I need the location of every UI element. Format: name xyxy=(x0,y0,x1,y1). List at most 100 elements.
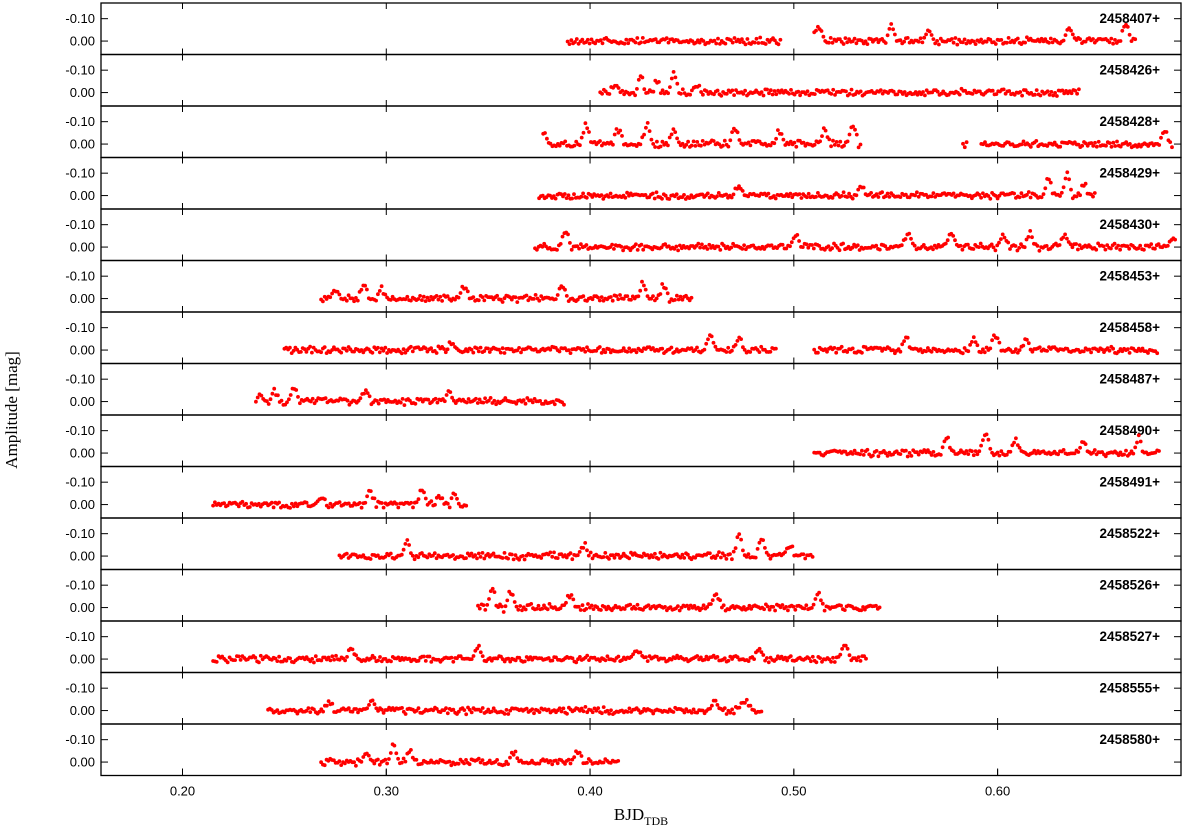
data-point xyxy=(1061,185,1066,190)
data-point xyxy=(718,248,723,252)
data-point xyxy=(1096,349,1101,353)
data-point xyxy=(477,643,481,648)
data-point xyxy=(240,499,245,504)
data-point xyxy=(498,350,503,355)
data-point xyxy=(1083,442,1088,446)
data-point xyxy=(359,505,364,510)
data-point xyxy=(410,553,415,558)
y-tick-label: -0.10 xyxy=(65,166,95,181)
data-point xyxy=(258,653,263,658)
data-point xyxy=(854,41,859,46)
data-point xyxy=(654,190,659,195)
data-point xyxy=(735,130,740,135)
data-point xyxy=(578,655,582,659)
data-point xyxy=(957,92,962,97)
data-point xyxy=(581,191,585,196)
data-point xyxy=(285,400,289,405)
data-point xyxy=(689,346,694,351)
data-point xyxy=(501,610,506,614)
data-point xyxy=(663,193,668,198)
data-point xyxy=(510,593,515,597)
data-point xyxy=(929,453,934,457)
data-point xyxy=(357,501,362,505)
data-point xyxy=(724,91,729,96)
data-point xyxy=(865,447,870,452)
y-tick-label: 0.00 xyxy=(70,755,95,770)
data-point xyxy=(1033,92,1037,97)
data-point xyxy=(905,454,910,459)
data-point xyxy=(1125,347,1130,352)
data-point xyxy=(1173,237,1177,242)
data-point xyxy=(603,658,608,663)
data-point xyxy=(1107,141,1112,146)
data-point xyxy=(585,548,589,553)
data-point xyxy=(635,87,639,91)
data-point xyxy=(929,194,934,199)
data-point xyxy=(856,655,861,659)
data-point xyxy=(259,393,264,398)
data-point xyxy=(1012,440,1016,445)
data-point xyxy=(257,660,261,665)
data-point xyxy=(370,350,375,355)
data-point xyxy=(700,708,705,713)
data-point xyxy=(961,141,965,146)
data-point xyxy=(844,89,848,94)
data-point xyxy=(367,703,371,707)
data-point xyxy=(1068,242,1073,247)
data-point xyxy=(517,655,522,660)
data-point xyxy=(784,605,788,609)
data-point xyxy=(1111,140,1116,145)
data-point xyxy=(1112,241,1117,246)
data-point xyxy=(765,87,769,92)
y-tick-label: -0.10 xyxy=(65,11,95,26)
data-point xyxy=(639,242,644,247)
data-point xyxy=(786,608,790,613)
data-point xyxy=(576,604,581,609)
data-point xyxy=(699,143,703,148)
data-point xyxy=(435,400,440,405)
data-point xyxy=(698,245,702,250)
data-point xyxy=(752,40,757,45)
data-point xyxy=(564,600,568,605)
data-point xyxy=(874,192,879,197)
data-point xyxy=(618,128,623,133)
data-point xyxy=(376,658,380,663)
data-point xyxy=(600,91,604,96)
data-point xyxy=(655,654,659,659)
panel-date-label: 2458429+ xyxy=(1100,166,1161,181)
data-point xyxy=(480,295,485,299)
data-point xyxy=(649,137,654,142)
data-point xyxy=(676,297,681,302)
data-point xyxy=(988,196,993,201)
data-point xyxy=(535,247,539,252)
data-point xyxy=(784,246,789,251)
data-point xyxy=(842,608,847,612)
data-point xyxy=(863,39,868,44)
data-point xyxy=(566,348,571,352)
data-point xyxy=(635,602,640,607)
data-point xyxy=(299,350,303,354)
data-point xyxy=(222,501,227,506)
data-point xyxy=(487,758,492,763)
data-point xyxy=(344,348,349,353)
data-point xyxy=(414,500,419,505)
data-point xyxy=(225,503,230,508)
panel-date-label: 2458487+ xyxy=(1100,372,1161,387)
data-point xyxy=(640,135,645,140)
data-point xyxy=(826,244,831,249)
data-point xyxy=(745,37,750,41)
data-point xyxy=(396,756,400,761)
data-point xyxy=(579,135,584,140)
data-point xyxy=(399,351,404,356)
data-point xyxy=(271,505,276,510)
data-point xyxy=(728,552,732,556)
panel-frame xyxy=(100,311,1182,365)
data-point xyxy=(713,698,718,703)
data-point xyxy=(247,505,252,509)
data-point xyxy=(682,556,687,560)
data-point xyxy=(757,350,762,354)
data-point xyxy=(513,553,518,557)
data-point xyxy=(1146,351,1150,355)
data-point xyxy=(524,706,529,711)
data-point xyxy=(1058,144,1063,149)
